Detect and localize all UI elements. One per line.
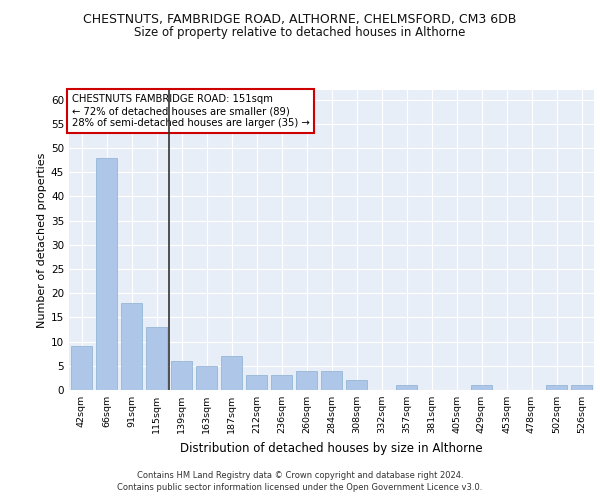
Bar	[221, 356, 242, 390]
Bar	[71, 346, 92, 390]
Bar	[396, 385, 417, 390]
Bar	[321, 370, 342, 390]
Bar	[546, 385, 567, 390]
Text: Contains HM Land Registry data © Crown copyright and database right 2024.
Contai: Contains HM Land Registry data © Crown c…	[118, 471, 482, 492]
X-axis label: Distribution of detached houses by size in Althorne: Distribution of detached houses by size …	[180, 442, 483, 454]
Bar	[196, 366, 217, 390]
Bar	[471, 385, 492, 390]
Bar	[346, 380, 367, 390]
Bar	[246, 376, 267, 390]
Bar	[296, 370, 317, 390]
Bar	[96, 158, 117, 390]
Bar	[146, 327, 167, 390]
Y-axis label: Number of detached properties: Number of detached properties	[37, 152, 47, 328]
Bar	[571, 385, 592, 390]
Bar	[271, 376, 292, 390]
Text: CHESTNUTS, FAMBRIDGE ROAD, ALTHORNE, CHELMSFORD, CM3 6DB: CHESTNUTS, FAMBRIDGE ROAD, ALTHORNE, CHE…	[83, 12, 517, 26]
Text: Size of property relative to detached houses in Althorne: Size of property relative to detached ho…	[134, 26, 466, 39]
Text: CHESTNUTS FAMBRIDGE ROAD: 151sqm
← 72% of detached houses are smaller (89)
28% o: CHESTNUTS FAMBRIDGE ROAD: 151sqm ← 72% o…	[71, 94, 310, 128]
Bar	[171, 361, 192, 390]
Bar	[121, 303, 142, 390]
